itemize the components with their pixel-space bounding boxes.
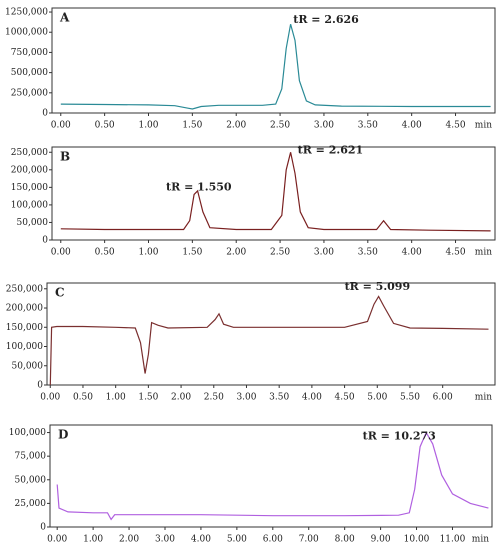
trace — [49, 295, 489, 386]
x-tick-label: 4.50 — [335, 393, 355, 403]
x-tick-label: 2.50 — [270, 121, 290, 131]
annotation: tR = 5.099 — [345, 280, 411, 293]
x-tick-label: 1.50 — [182, 248, 202, 258]
x-tick-label: 2.00 — [171, 393, 191, 403]
y-tick-label: 75,000 — [15, 452, 47, 462]
panel-label: D — [58, 428, 68, 442]
x-tick-label: 3.00 — [314, 121, 334, 131]
plot-frame — [51, 146, 496, 241]
x-tick-label: 4.50 — [446, 121, 466, 131]
x-tick-label: 4.00 — [302, 393, 322, 403]
x-tick-label: 3.50 — [358, 248, 378, 258]
x-axis-label: min — [475, 248, 492, 258]
annotation: tR = 2.626 — [293, 13, 359, 26]
x-tick-label: 0.00 — [51, 248, 71, 258]
x-axis-label: min — [472, 535, 489, 545]
panel-label: B — [60, 150, 70, 164]
x-tick-label: 4.00 — [191, 535, 211, 545]
x-tick-label: 11.00 — [440, 535, 466, 545]
annotation: tR = 2.621 — [298, 144, 364, 157]
x-axis-label: min — [475, 121, 492, 131]
x-tick-label: 0.00 — [40, 393, 60, 403]
y-tick-label: 0 — [42, 109, 48, 119]
trace — [56, 431, 489, 521]
y-tick-label: 0 — [40, 523, 46, 533]
x-tick-label: 4.00 — [402, 248, 422, 258]
y-tick-label: 0 — [42, 236, 48, 246]
x-tick-label: 3.00 — [155, 535, 175, 545]
x-tick-label: 7.00 — [299, 535, 319, 545]
x-tick-label: 1.00 — [83, 535, 103, 545]
plot-frame — [51, 7, 496, 114]
y-tick-label: 50,000 — [12, 361, 44, 371]
x-tick-label: 8.00 — [335, 535, 355, 545]
y-tick-label: 1250,000 — [5, 8, 48, 18]
x-axis-label: min — [475, 393, 492, 403]
y-tick-label: 100,000 — [6, 342, 43, 352]
y-tick-label: 50,000 — [15, 475, 47, 485]
trace — [60, 24, 491, 110]
y-tick-label: 500,000 — [11, 68, 48, 78]
x-tick-label: 2.00 — [119, 535, 139, 545]
x-tick-label: 0.50 — [73, 393, 93, 403]
x-tick-label: 1.50 — [182, 121, 202, 131]
x-tick-label: 0.00 — [51, 121, 71, 131]
x-tick-label: 10.00 — [404, 535, 430, 545]
x-tick-label: 9.00 — [371, 535, 391, 545]
x-tick-label: 0.50 — [95, 248, 115, 258]
y-tick-label: 200,000 — [6, 304, 43, 314]
y-tick-label: 150,000 — [6, 323, 43, 333]
y-tick-label: 100,000 — [9, 428, 46, 438]
annotation: tR = 1.550 — [166, 180, 232, 193]
x-tick-label: 1.00 — [138, 121, 158, 131]
y-tick-label: 250,000 — [6, 284, 43, 294]
x-tick-label: 3.00 — [314, 248, 334, 258]
y-tick-label: 200,000 — [11, 165, 48, 175]
x-tick-label: 3.50 — [269, 393, 289, 403]
y-tick-label: 250,000 — [11, 148, 48, 158]
y-tick-label: 150,000 — [11, 183, 48, 193]
x-tick-label: 4.50 — [446, 248, 466, 258]
x-tick-label: 6.00 — [263, 535, 283, 545]
x-tick-label: 5.50 — [400, 393, 420, 403]
x-tick-label: 2.50 — [270, 248, 290, 258]
y-tick-label: 100,000 — [11, 200, 48, 210]
plot-frame — [46, 282, 496, 386]
x-tick-label: 0.50 — [95, 121, 115, 131]
x-tick-label: 3.00 — [236, 393, 256, 403]
panel-label: C — [55, 286, 65, 300]
x-tick-label: 1.00 — [106, 393, 126, 403]
panel-label: A — [59, 11, 70, 25]
x-tick-label: 5.00 — [367, 393, 387, 403]
y-tick-label: 50,000 — [17, 218, 49, 228]
x-tick-label: 5.00 — [227, 535, 247, 545]
plot-frame — [49, 424, 493, 528]
x-tick-label: 1.00 — [138, 248, 158, 258]
y-tick-label: 1000,000 — [5, 28, 48, 38]
y-tick-label: 25,000 — [15, 499, 47, 509]
x-tick-label: 4.00 — [402, 121, 422, 131]
x-tick-label: 1.50 — [138, 393, 158, 403]
x-tick-label: 2.50 — [204, 393, 224, 403]
y-tick-label: 750,000 — [11, 48, 48, 58]
x-tick-label: 2.00 — [226, 121, 246, 131]
trace — [60, 152, 491, 232]
x-tick-label: 0.00 — [47, 535, 67, 545]
annotation: tR = 10.273 — [363, 429, 436, 442]
x-tick-label: 2.00 — [226, 248, 246, 258]
y-tick-label: 250,000 — [11, 88, 48, 98]
x-tick-label: 6.00 — [433, 393, 453, 403]
x-tick-label: 3.50 — [358, 121, 378, 131]
y-tick-label: 0 — [37, 381, 43, 391]
